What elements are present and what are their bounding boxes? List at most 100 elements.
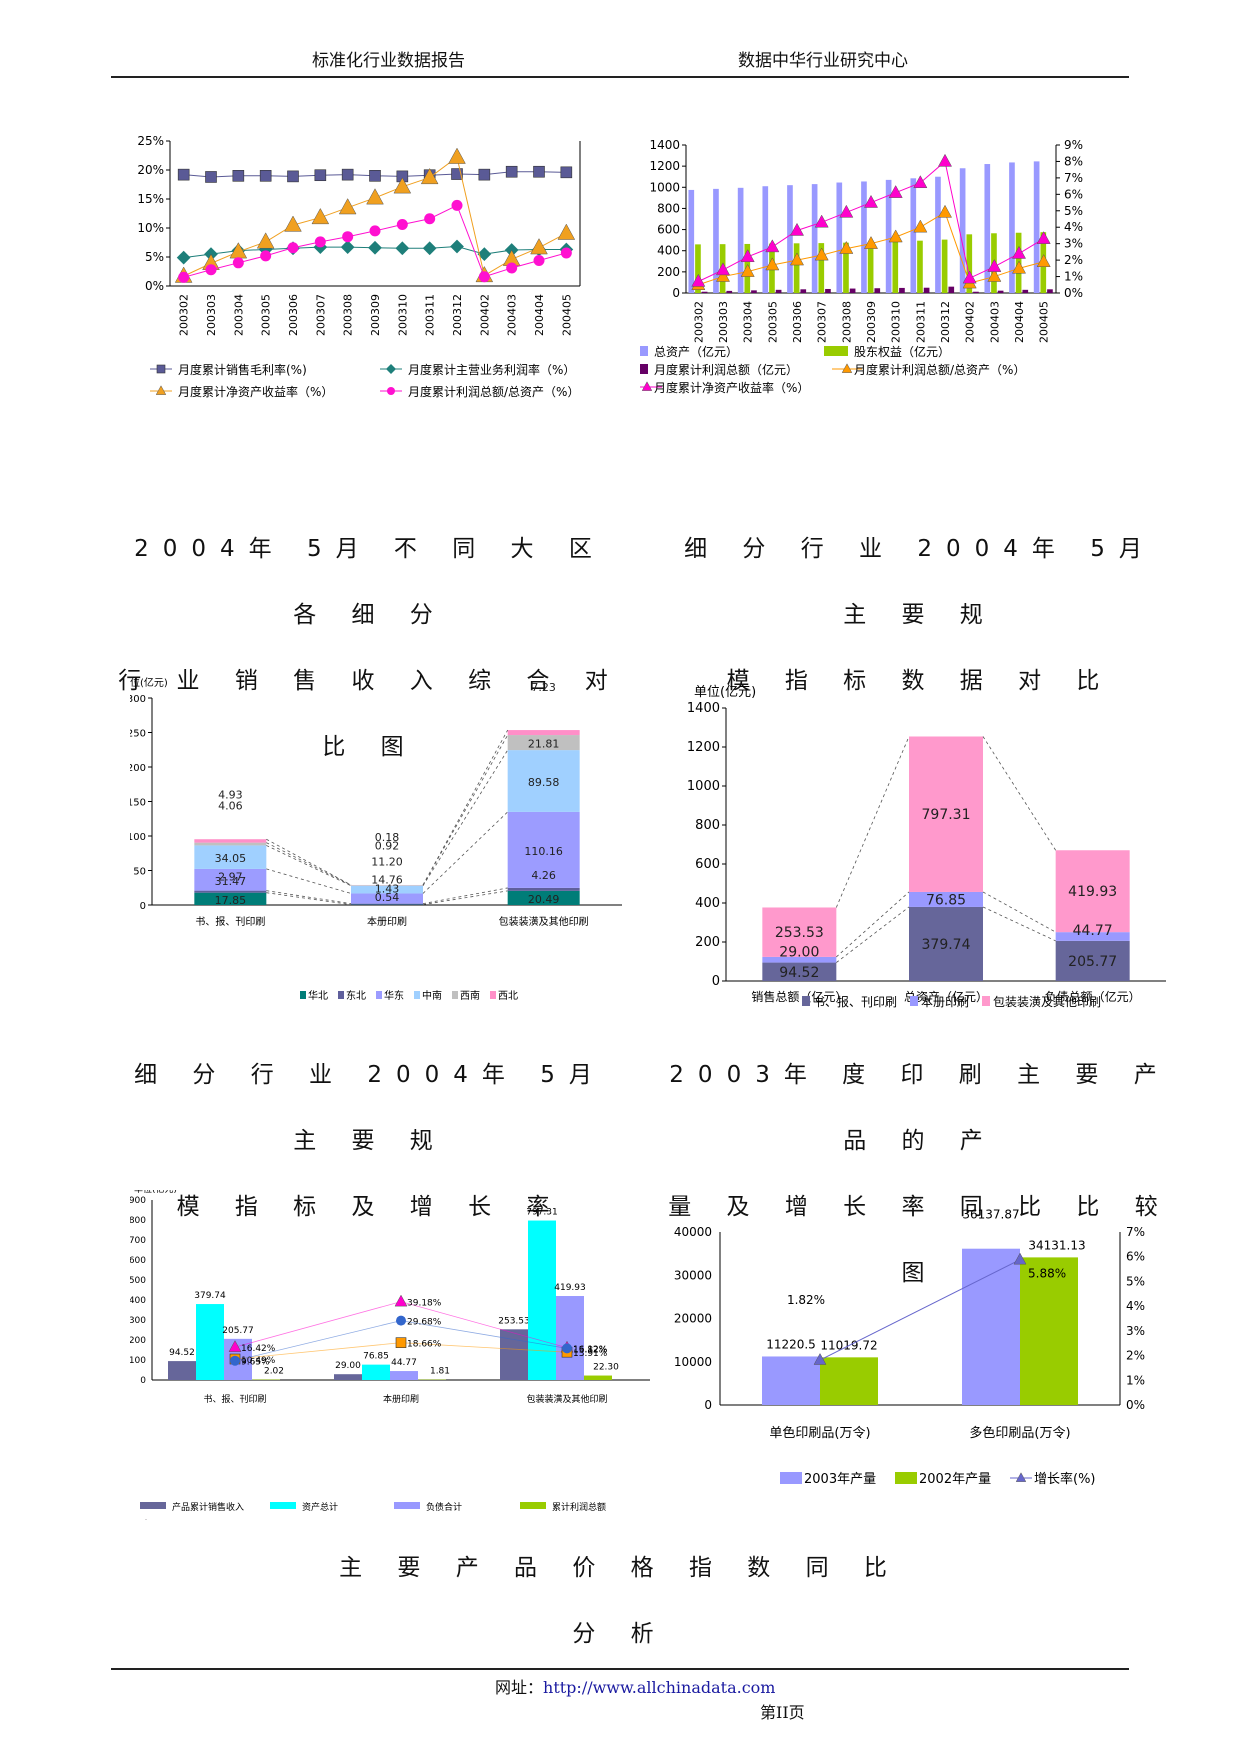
chart-print-output: 0 10000 20000 30000 40000 0% 1% 2% 3% 4% 5% 6% 7% 112… bbox=[674, 1208, 1145, 1487]
bar-label: 205.77 bbox=[222, 1326, 254, 1336]
data-point bbox=[789, 222, 805, 236]
bar bbox=[849, 288, 856, 293]
y-tick-label: 1000 bbox=[649, 180, 680, 194]
data-point bbox=[789, 252, 805, 266]
section-title-growth: 细 分 行 业 2004年 5月 主 要 规 模 指 标 及 增 长 率 bbox=[110, 1042, 630, 1240]
unit-label: 单位(亿元) bbox=[694, 685, 756, 700]
data-point bbox=[839, 204, 854, 218]
data-point bbox=[338, 198, 357, 215]
connector-line bbox=[266, 892, 352, 906]
growth-label: 39.18% bbox=[407, 1299, 442, 1309]
data-point bbox=[962, 270, 977, 284]
bar bbox=[1022, 289, 1029, 293]
bar bbox=[556, 1296, 584, 1380]
connector-line bbox=[266, 890, 352, 905]
page-number: 第II页 bbox=[760, 1703, 805, 1722]
x-tick-label: 200306 bbox=[791, 301, 804, 343]
x-tick-label: 200405 bbox=[1038, 301, 1051, 343]
legend-label: 月度累计主营业务利润率（%） bbox=[408, 362, 575, 377]
bar bbox=[917, 240, 923, 293]
data-point bbox=[913, 175, 928, 189]
y-tick-label: 0 bbox=[712, 974, 720, 989]
data-point bbox=[311, 207, 330, 225]
data-point bbox=[448, 147, 466, 164]
y-tick-label: 150 bbox=[130, 798, 146, 809]
bar bbox=[787, 185, 793, 293]
data-point bbox=[814, 214, 829, 228]
bar-label: 76.85 bbox=[363, 1352, 389, 1362]
legend-marker bbox=[841, 363, 853, 373]
y-tick-label: 200 bbox=[130, 1336, 146, 1346]
footer-url[interactable]: http://www.allchinadata.com bbox=[543, 1678, 776, 1697]
y2-tick-label: 6% bbox=[1064, 187, 1083, 201]
bar bbox=[713, 188, 719, 293]
data-point bbox=[228, 1340, 242, 1352]
bar-segment bbox=[507, 730, 580, 736]
legend-label: 西北 bbox=[498, 990, 518, 1002]
bar-label: 29.00 bbox=[335, 1361, 361, 1371]
connector-line bbox=[422, 734, 509, 886]
y2-tick-label: 9% bbox=[1064, 138, 1083, 152]
bar bbox=[1020, 1257, 1078, 1405]
growth-label: 9.65% bbox=[241, 1358, 270, 1368]
x-tick-label: 200312 bbox=[939, 301, 952, 343]
bar bbox=[528, 1220, 556, 1380]
y-tick-label: 25% bbox=[137, 135, 164, 148]
data-point bbox=[1036, 254, 1051, 267]
legend-marker bbox=[155, 385, 167, 395]
section-title-line: 2003年 度 印 刷 主 要 产 品 的 产 bbox=[669, 1062, 1171, 1154]
data-label: 205.77 bbox=[1068, 954, 1117, 970]
legend-label: 增长率(%) bbox=[1034, 1471, 1096, 1487]
bar bbox=[688, 189, 695, 293]
bar-segment bbox=[351, 893, 423, 904]
y2-tick-label: 3% bbox=[1064, 237, 1083, 251]
x-tick-label: 200302 bbox=[178, 294, 191, 336]
bar bbox=[843, 242, 849, 293]
legend-label: 东北 bbox=[346, 989, 366, 1002]
data-point bbox=[369, 225, 381, 237]
legend-marker bbox=[386, 364, 396, 374]
bar bbox=[966, 234, 973, 293]
bar bbox=[751, 290, 757, 293]
bar-segment bbox=[1055, 940, 1130, 981]
x-tick-label: 200305 bbox=[766, 301, 779, 343]
legend-label: 包装装潢及其他印刷 bbox=[993, 995, 1101, 1009]
y-tick-label: 5% bbox=[145, 250, 164, 264]
bar-segment bbox=[194, 868, 267, 891]
y2-tick-label: 8% bbox=[1064, 154, 1083, 168]
data-point bbox=[814, 247, 829, 261]
chart-scale-indicators: 单位(亿元) 0 200 400 600 800 1000 1200 1400 销售总额（亿元） 9… bbox=[687, 685, 1166, 1009]
x-tick-label: 200310 bbox=[890, 301, 903, 343]
y2-tick-label: 4% bbox=[1126, 1299, 1145, 1313]
chart-assets-equity-trend: 0 200 400 600 800 1000 1200 1400 0% 1% 2% 3% 4% 5% 6% 7… bbox=[640, 138, 1083, 395]
x-tick-label: 200307 bbox=[314, 294, 327, 336]
y-tick-label: 700 bbox=[130, 1236, 146, 1246]
x-tick-label: 200402 bbox=[964, 301, 977, 343]
y-tick-label: 1400 bbox=[687, 701, 720, 716]
section-title-scale: 细 分 行 业 2004年 5月 主 要 规 模 指 标 数 据 对 比 bbox=[660, 516, 1180, 714]
bar-segment bbox=[909, 736, 983, 892]
data-point bbox=[937, 153, 953, 167]
data-point bbox=[422, 241, 437, 256]
bar-label: 797.31 bbox=[526, 1208, 558, 1218]
bar bbox=[923, 287, 930, 293]
growth-label: 16.42% bbox=[241, 1344, 276, 1354]
connector-line bbox=[266, 868, 352, 894]
x-tick-label: 200312 bbox=[451, 294, 464, 336]
data-point bbox=[287, 170, 299, 183]
bar-segment bbox=[194, 890, 267, 893]
legend-swatch bbox=[640, 346, 648, 356]
bar-segment bbox=[507, 887, 580, 891]
y-tick-label: 800 bbox=[130, 1216, 146, 1226]
x-tick-label: 200311 bbox=[914, 301, 927, 343]
x-tick-label: 200404 bbox=[1013, 301, 1026, 343]
y-tick-label: 30000 bbox=[674, 1268, 712, 1282]
legend-marker bbox=[1015, 1472, 1027, 1482]
data-point bbox=[451, 199, 463, 211]
data-point bbox=[260, 250, 272, 262]
data-point bbox=[478, 271, 490, 283]
y-tick-label: 20000 bbox=[674, 1312, 712, 1326]
y-tick-label: 600 bbox=[657, 223, 680, 237]
legend-swatch bbox=[270, 1502, 296, 1509]
data-point bbox=[888, 185, 903, 198]
